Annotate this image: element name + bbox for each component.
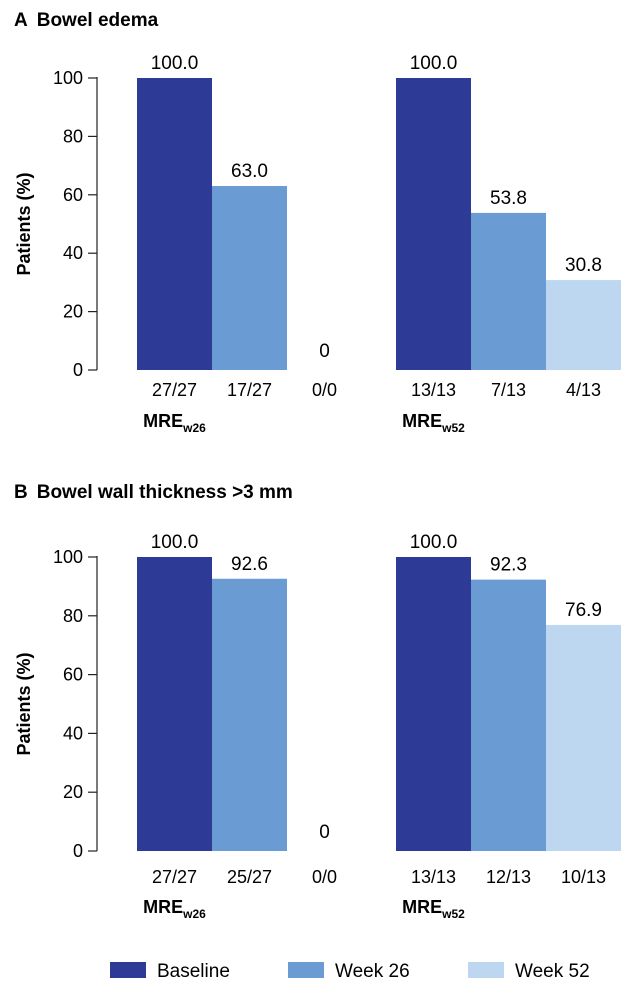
group-label-sub: w26 (182, 421, 206, 435)
bar-week-26 (471, 579, 546, 851)
data-label: 100.0 (151, 53, 199, 74)
group-label: MREw26 (143, 411, 206, 435)
bar-week-26 (212, 186, 287, 370)
data-label: 0 (319, 341, 330, 362)
y-tick-label: 20 (63, 302, 83, 322)
chart-panel-b: B Bowel wall thickness >3 mm 0 20 40 60 80 100 P… (14, 482, 621, 921)
panel-title-text: Bowel edema (37, 10, 159, 31)
panel-title: A Bowel edema (14, 10, 159, 31)
panel-title-text: Bowel wall thickness >3 mm (37, 482, 293, 503)
category-label: 12/13 (486, 867, 531, 887)
group-label: MREw26 (143, 897, 206, 921)
bar-baseline (137, 78, 212, 370)
category-label: 27/27 (152, 380, 197, 400)
group-label-main: MRE (143, 897, 183, 917)
data-label: 76.9 (565, 600, 602, 621)
category-label: 13/13 (411, 867, 456, 887)
group-label-sub: w52 (441, 907, 465, 921)
y-tick-label: 100 (53, 547, 83, 567)
data-label: 92.3 (490, 555, 527, 576)
legend: Baseline Week 26 Week 52 (110, 961, 590, 981)
bar-week-26 (471, 212, 546, 370)
y-axis-label: Patients (%) (14, 172, 34, 275)
group-label-main: MRE (143, 411, 183, 431)
data-label: 0 (319, 822, 330, 843)
group-label-sub: w52 (441, 421, 465, 435)
legend-label: Week 26 (335, 961, 410, 981)
legend-swatch-week26 (288, 962, 324, 978)
category-label: 4/13 (566, 380, 601, 400)
data-label: 92.6 (231, 554, 268, 575)
bar-week-52 (546, 280, 621, 370)
data-label: 30.8 (565, 255, 602, 276)
group-label-main: MRE (402, 411, 442, 431)
legend-label: Baseline (157, 961, 230, 981)
y-tick-label: 60 (63, 665, 83, 685)
bar-baseline (137, 557, 212, 851)
data-label: 53.8 (490, 188, 527, 209)
category-label: 7/13 (491, 380, 526, 400)
y-tick-label: 60 (63, 185, 83, 205)
group-label-sub: w26 (182, 907, 206, 921)
data-label: 100.0 (410, 53, 458, 74)
y-tick-label: 0 (73, 360, 83, 380)
y-tick-label: 40 (63, 243, 83, 263)
category-label: 13/13 (411, 380, 456, 400)
bar-baseline (396, 78, 471, 370)
y-tick-label: 100 (53, 68, 83, 88)
data-label: 100.0 (151, 532, 199, 553)
y-tick-label: 0 (73, 841, 83, 861)
y-axis-label: Patients (%) (14, 652, 34, 755)
category-label: 27/27 (152, 867, 197, 887)
bar-week-52 (546, 624, 621, 851)
y-tick-label: 80 (63, 606, 83, 626)
category-label: 25/27 (227, 867, 272, 887)
chart-panel-a: A Bowel edema 0 20 40 60 80 100 Patients (%) 100.… (14, 10, 621, 435)
panel-letter: A (14, 10, 28, 31)
category-label: 10/13 (561, 867, 606, 887)
category-label: 17/27 (227, 380, 272, 400)
data-label: 100.0 (410, 532, 458, 553)
panel-letter: B (14, 482, 28, 503)
group-label-main: MRE (402, 897, 442, 917)
y-tick-label: 20 (63, 782, 83, 802)
panel-title: B Bowel wall thickness >3 mm (14, 482, 293, 503)
legend-label: Week 52 (515, 961, 590, 981)
legend-swatch-week52 (468, 962, 504, 978)
legend-swatch-baseline (110, 962, 146, 978)
bar-baseline (396, 557, 471, 851)
category-label: 0/0 (312, 867, 337, 887)
y-tick-label: 80 (63, 126, 83, 146)
bar-week-26 (212, 578, 287, 851)
category-label: 0/0 (312, 380, 337, 400)
y-tick-label: 40 (63, 723, 83, 743)
group-label: MREw52 (402, 897, 465, 921)
group-label: MREw52 (402, 411, 465, 435)
data-label: 63.0 (231, 161, 268, 182)
